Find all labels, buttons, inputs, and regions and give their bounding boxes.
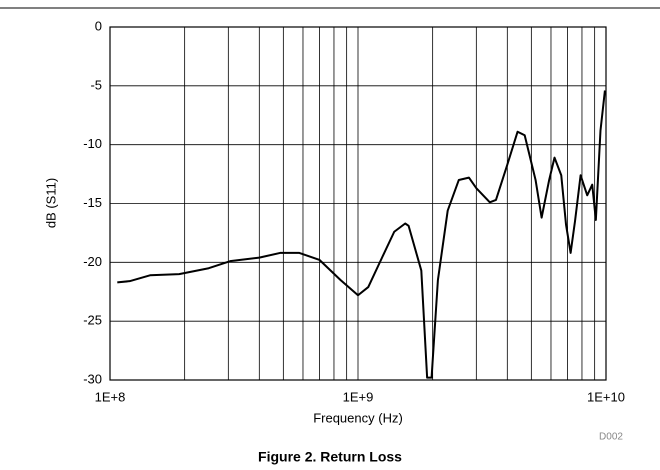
y-axis-label: dB (S11) — [43, 178, 58, 228]
y-tick-label: -30 — [83, 371, 102, 386]
chart-title: Figure 2. Return Loss — [258, 449, 402, 465]
x-axis-label: Frequency (Hz) — [313, 410, 403, 425]
y-tick-label: 0 — [95, 18, 102, 33]
data-line — [117, 90, 606, 379]
y-tick-label: -15 — [83, 195, 102, 210]
x-tick-label: 1E+9 — [343, 389, 374, 404]
x-tick-label: 1E+10 — [587, 389, 625, 404]
y-tick-label: -25 — [83, 313, 102, 328]
figure-code: D002 — [599, 432, 623, 443]
y-tick-label: -10 — [83, 136, 102, 151]
y-tick-label: -5 — [90, 77, 102, 92]
plot-frame — [109, 26, 607, 381]
x-tick-label: 1E+8 — [95, 389, 126, 404]
y-tick-label: -20 — [83, 254, 102, 269]
